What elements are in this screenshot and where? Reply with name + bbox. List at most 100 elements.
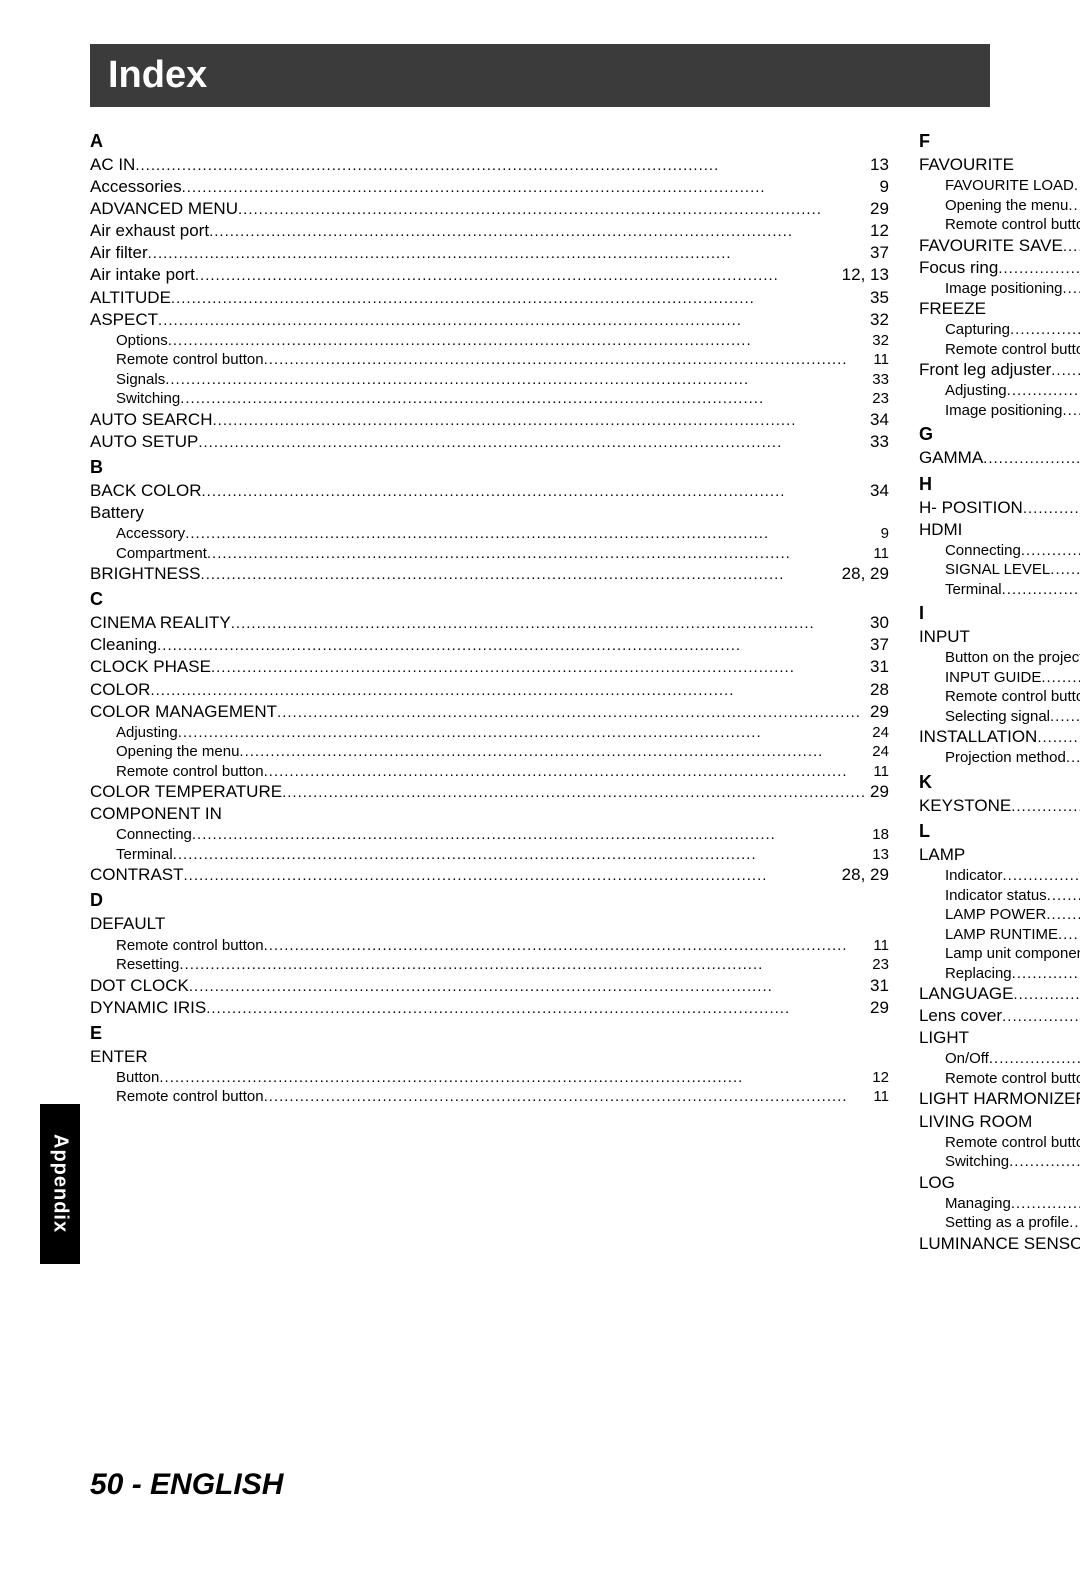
index-entry: INSTALLATION35 xyxy=(919,726,1080,748)
index-subentry: Adjusting24 xyxy=(90,723,889,743)
entry-label: LAMP POWER xyxy=(945,905,1046,925)
leader-dots xyxy=(1058,925,1080,945)
index-subentry: Signals33 xyxy=(90,370,889,390)
entry-label: Compartment xyxy=(116,544,207,564)
index-heading: FREEZE xyxy=(919,298,1080,320)
entry-label: LANGUAGE xyxy=(919,983,1013,1005)
entry-label: Selecting signal xyxy=(945,707,1050,727)
leader-dots xyxy=(157,634,866,656)
index-subentry: Terminal13 xyxy=(919,580,1080,600)
index-letter: K xyxy=(919,772,1080,793)
entry-page: 23 xyxy=(868,955,889,975)
index-entry: Air intake port12, 13 xyxy=(90,264,889,286)
index-col-left: AAC IN13Accessories9ADVANCED MENU29Air e… xyxy=(90,127,889,1255)
leader-dots xyxy=(231,612,866,634)
index-letter: H xyxy=(919,474,1080,495)
entry-label: INSTALLATION xyxy=(919,726,1037,748)
index-entry: CONTRAST28, 29 xyxy=(90,864,889,886)
entry-label: Lamp unit component xyxy=(945,944,1080,964)
entry-label: Adjusting xyxy=(945,381,1007,401)
entry-label: COLOR TEMPERATURE xyxy=(90,781,282,803)
footer-language: ENGLISH xyxy=(150,1468,283,1501)
index-subentry: Accessory9 xyxy=(90,524,889,544)
leader-dots xyxy=(206,997,866,1019)
index-subentry: Terminal13 xyxy=(90,845,889,865)
entry-label: LIGHT HARMONIZER xyxy=(919,1088,1080,1110)
index-subentry: Connecting18 xyxy=(919,541,1080,561)
index-subentry: Switching23 xyxy=(919,1152,1080,1172)
index-subentry: Lamp unit component13 xyxy=(919,944,1080,964)
entry-page: 32 xyxy=(866,309,889,331)
footer-separator: - xyxy=(132,1468,150,1501)
index-subentry: LAMP RUNTIME35 xyxy=(919,925,1080,945)
entry-label: FAVOURITE SAVE xyxy=(919,235,1063,257)
leader-dots xyxy=(1007,381,1080,401)
leader-dots xyxy=(184,864,838,886)
leader-dots xyxy=(201,563,838,585)
index-subentry: Managing25 xyxy=(919,1194,1080,1214)
leader-dots xyxy=(195,264,838,286)
entry-page: 37 xyxy=(866,242,889,264)
appendix-tab: Appendix xyxy=(40,1104,80,1264)
leader-dots xyxy=(201,480,866,502)
entry-page: 37 xyxy=(866,634,889,656)
entry-page: 11 xyxy=(869,1087,889,1107)
index-entry: CINEMA REALITY30 xyxy=(90,612,889,634)
entry-page: 29 xyxy=(866,198,889,220)
entry-page: 12 xyxy=(866,220,889,242)
entry-label: Accessory xyxy=(116,524,185,544)
entry-label: Remote control button xyxy=(945,1133,1080,1153)
leader-dots xyxy=(189,975,866,997)
index-subentry: Remote control button11 xyxy=(919,340,1080,360)
entry-label: Connecting xyxy=(945,541,1021,561)
index-entry: ADVANCED MENU29 xyxy=(90,198,889,220)
entry-page: 29 xyxy=(866,781,889,803)
entry-label: Accessories xyxy=(90,176,182,198)
entry-label: Projection method xyxy=(945,748,1066,768)
entry-page: 24 xyxy=(868,723,889,743)
entry-page: 13 xyxy=(868,845,889,865)
leader-dots xyxy=(213,409,867,431)
leader-dots xyxy=(1041,668,1080,688)
entry-label: GAMMA xyxy=(919,447,983,469)
leader-dots xyxy=(1063,235,1080,257)
index-subentry: Remote control button11 xyxy=(919,1133,1080,1153)
leader-dots xyxy=(264,350,870,370)
index-subentry: On/Off23 xyxy=(919,1049,1080,1069)
leader-dots xyxy=(1046,905,1080,925)
index-subentry: Resetting23 xyxy=(90,955,889,975)
index-entry: COLOR28 xyxy=(90,679,889,701)
entry-label: Remote control button xyxy=(116,1087,264,1107)
entry-label: Opening the menu xyxy=(116,742,239,762)
index-subentry: Setting as a profile25 xyxy=(919,1213,1080,1233)
index-subentry: Replacing38 xyxy=(919,964,1080,984)
index-heading: LIVING ROOM xyxy=(919,1111,1080,1133)
entry-page: 33 xyxy=(866,431,889,453)
index-subentry: Capturing22 xyxy=(919,320,1080,340)
leader-dots xyxy=(264,1087,870,1107)
leader-dots xyxy=(158,309,866,331)
index-subentry: SIGNAL LEVEL34 xyxy=(919,560,1080,580)
entry-label: Options xyxy=(116,331,168,351)
entry-page: 29 xyxy=(866,997,889,1019)
index-letter: D xyxy=(90,890,889,911)
entry-label: Connecting xyxy=(116,825,192,845)
leader-dots xyxy=(185,524,876,544)
index-subentry: Adjusting15 xyxy=(919,381,1080,401)
leader-dots xyxy=(1037,726,1080,748)
leader-dots xyxy=(1074,176,1080,196)
index-entry: BACK COLOR34 xyxy=(90,480,889,502)
index-heading: LOG xyxy=(919,1172,1080,1194)
index-subentry: Image positioning21 xyxy=(919,401,1080,421)
index-entry: AC IN13 xyxy=(90,154,889,176)
leader-dots xyxy=(1068,196,1080,216)
index-entry: DYNAMIC IRIS29 xyxy=(90,997,889,1019)
index-letter: G xyxy=(919,424,1080,445)
entry-label: FAVOURITE LOAD xyxy=(945,176,1074,196)
leader-dots xyxy=(135,154,866,176)
index-entry: LUMINANCE SENSOR12 xyxy=(919,1233,1080,1255)
entry-page: 23 xyxy=(868,389,889,409)
index-subentry: Opening the menu23 xyxy=(919,196,1080,216)
index-subentry: Remote control button11 xyxy=(919,687,1080,707)
entry-label: Air filter xyxy=(90,242,148,264)
